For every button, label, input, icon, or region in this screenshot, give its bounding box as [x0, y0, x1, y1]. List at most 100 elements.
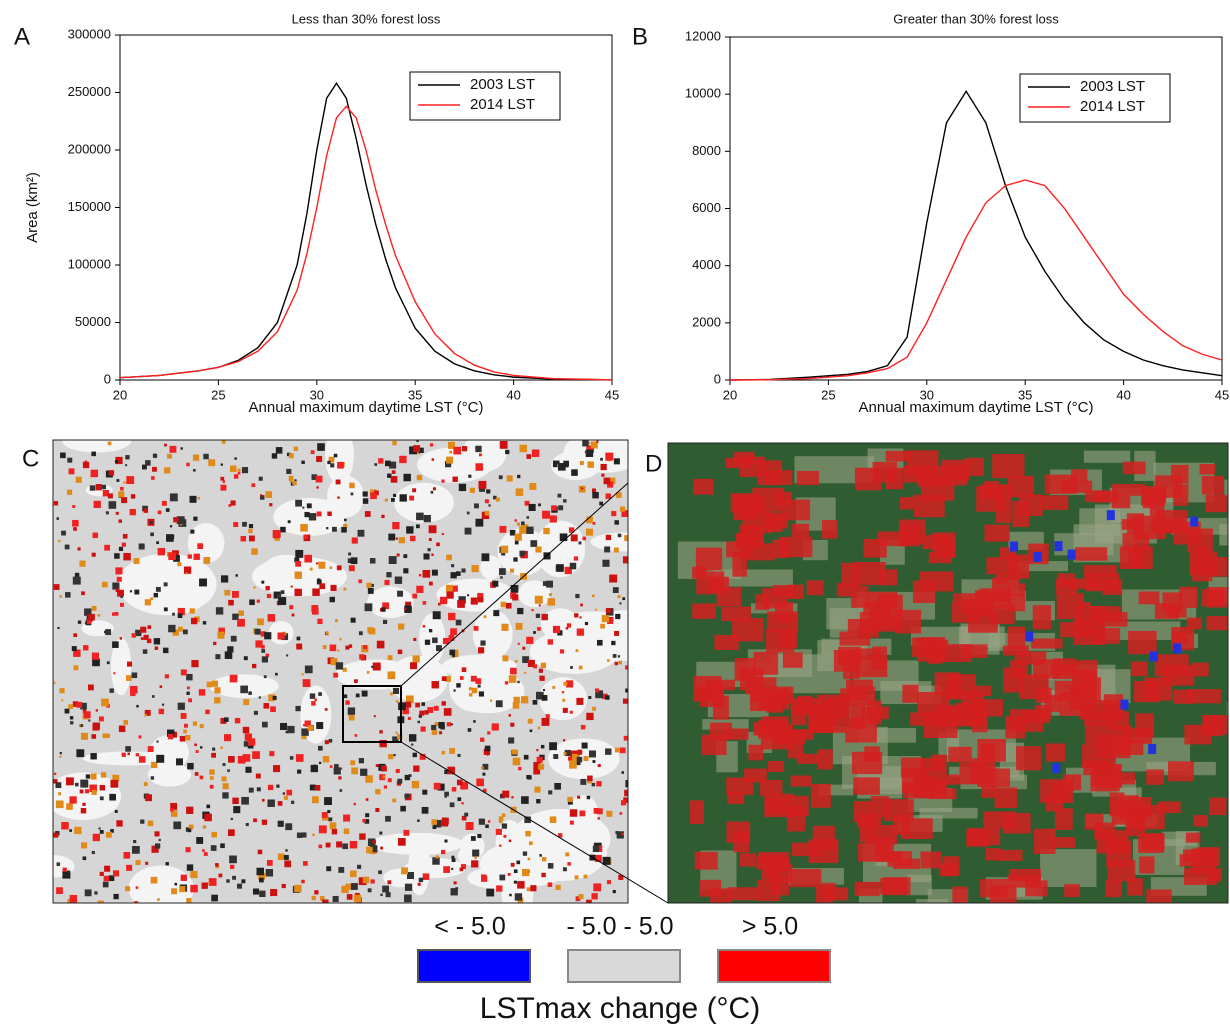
map-pixel	[372, 662, 381, 671]
panel-label: D	[645, 450, 662, 477]
map-pixel	[364, 603, 373, 612]
map-pixel	[206, 804, 211, 809]
map-pixel	[358, 579, 363, 584]
map-pixel	[326, 866, 332, 872]
map-pixel	[420, 726, 426, 732]
map-pixel	[451, 855, 455, 859]
map-pixel	[338, 776, 342, 780]
map-patch	[147, 762, 192, 787]
map-pixel	[135, 629, 142, 637]
map-pixel	[821, 882, 836, 899]
map-pixel	[91, 652, 100, 660]
map-pixel	[961, 691, 985, 710]
map-pixel	[396, 553, 400, 557]
map-pixel	[350, 870, 357, 878]
map-pixel	[102, 733, 108, 739]
map-pixel	[295, 560, 301, 567]
map-pixel	[399, 455, 407, 464]
map-pixel	[224, 717, 229, 722]
map-pixel	[179, 886, 186, 893]
map-pixel	[230, 500, 236, 506]
map-pixel	[853, 561, 886, 586]
map-pixel	[1158, 801, 1181, 814]
map-pixel	[105, 733, 110, 739]
map-pixel	[125, 455, 130, 460]
map-pixel	[245, 766, 252, 773]
map-pixel	[1007, 626, 1026, 650]
map-pixel	[324, 740, 329, 745]
map-pixel	[791, 713, 807, 726]
map-frame	[667, 442, 1229, 904]
map-pixel	[172, 612, 175, 616]
map-pixel	[125, 675, 132, 681]
map-pixel	[524, 500, 530, 506]
map-pixel	[855, 657, 888, 678]
map-pixel	[565, 680, 574, 688]
map-pixel	[607, 880, 612, 885]
map-pixel	[162, 703, 165, 706]
map-pixel	[586, 795, 591, 800]
map-pixel	[362, 818, 366, 823]
map-pixel	[294, 571, 302, 579]
map-pixel	[64, 708, 70, 714]
x-tick-label: 20	[723, 387, 737, 402]
map-pixel	[164, 443, 167, 447]
map-pixel	[103, 875, 110, 882]
map-pixel	[340, 767, 343, 770]
map-pixel	[283, 854, 289, 860]
map-pixel	[366, 582, 372, 588]
map-pixel	[55, 782, 62, 789]
map-pixel	[1002, 645, 1029, 656]
map-pixel	[336, 565, 342, 571]
map-pixel	[574, 613, 579, 618]
map-pixel	[287, 725, 295, 734]
map-pixel	[145, 861, 149, 865]
map-pixel	[486, 489, 491, 494]
map-pixel	[541, 694, 548, 701]
map-pixel	[211, 894, 218, 902]
map-pixel	[314, 784, 321, 791]
map-pixel	[156, 740, 159, 743]
map-pixel	[134, 901, 138, 903]
map-pixel	[189, 608, 195, 614]
map-pixel	[437, 783, 445, 791]
map-pixel	[460, 781, 469, 790]
map-pixel	[536, 756, 543, 763]
map-pixel	[509, 529, 516, 536]
map-pixel	[1119, 546, 1153, 569]
map-pixel	[113, 672, 116, 675]
map-pixel	[329, 765, 333, 768]
map-pixel	[540, 744, 545, 749]
map-pixel	[167, 729, 175, 737]
map-pixel	[168, 552, 176, 560]
map-pixel	[465, 822, 474, 831]
map-pixel	[522, 868, 530, 877]
map-pixel	[106, 661, 110, 665]
map-pixel	[395, 768, 400, 773]
map-pixel	[567, 799, 573, 805]
map-pixel	[510, 862, 515, 867]
map-pixel	[451, 787, 457, 792]
map-pixel	[134, 589, 140, 595]
map-pixel	[1146, 889, 1172, 903]
map-pixel	[281, 883, 286, 889]
map-pixel	[485, 824, 489, 828]
map-pixel	[478, 691, 485, 697]
map-pixel	[508, 737, 515, 744]
map-pixel	[270, 706, 276, 712]
map-pixel	[708, 576, 730, 593]
map-pixel	[436, 542, 440, 547]
map-pixel	[77, 620, 82, 624]
map-pixel	[263, 703, 270, 709]
map-pixel	[367, 888, 372, 893]
map-pixel	[180, 713, 187, 719]
map-pixel	[1191, 848, 1216, 874]
map-pixel	[290, 585, 293, 588]
map-pixel	[80, 724, 84, 727]
legend-swatch	[567, 949, 681, 983]
map-pixel	[508, 714, 511, 717]
map-pixel	[102, 881, 109, 888]
map-pixel	[188, 824, 194, 830]
map-pixel	[129, 590, 133, 593]
